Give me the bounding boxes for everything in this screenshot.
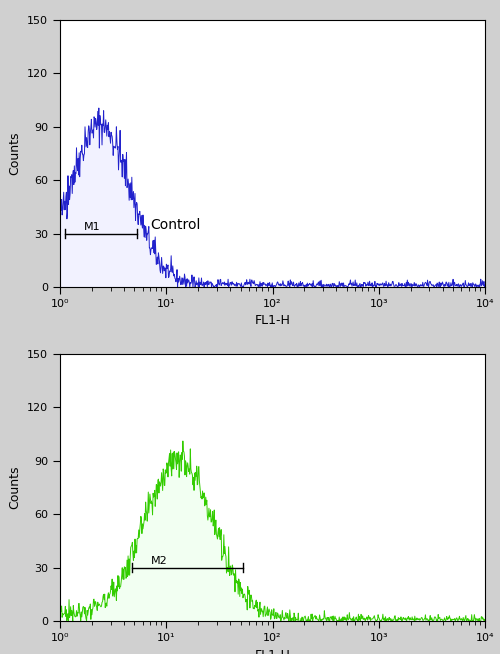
X-axis label: FL1-H: FL1-H — [254, 649, 290, 654]
Text: Control: Control — [150, 218, 200, 232]
Y-axis label: Counts: Counts — [8, 131, 22, 175]
Y-axis label: Counts: Counts — [8, 466, 22, 509]
Text: M1: M1 — [84, 222, 100, 232]
X-axis label: FL1-H: FL1-H — [254, 315, 290, 328]
Text: M2: M2 — [151, 556, 168, 566]
